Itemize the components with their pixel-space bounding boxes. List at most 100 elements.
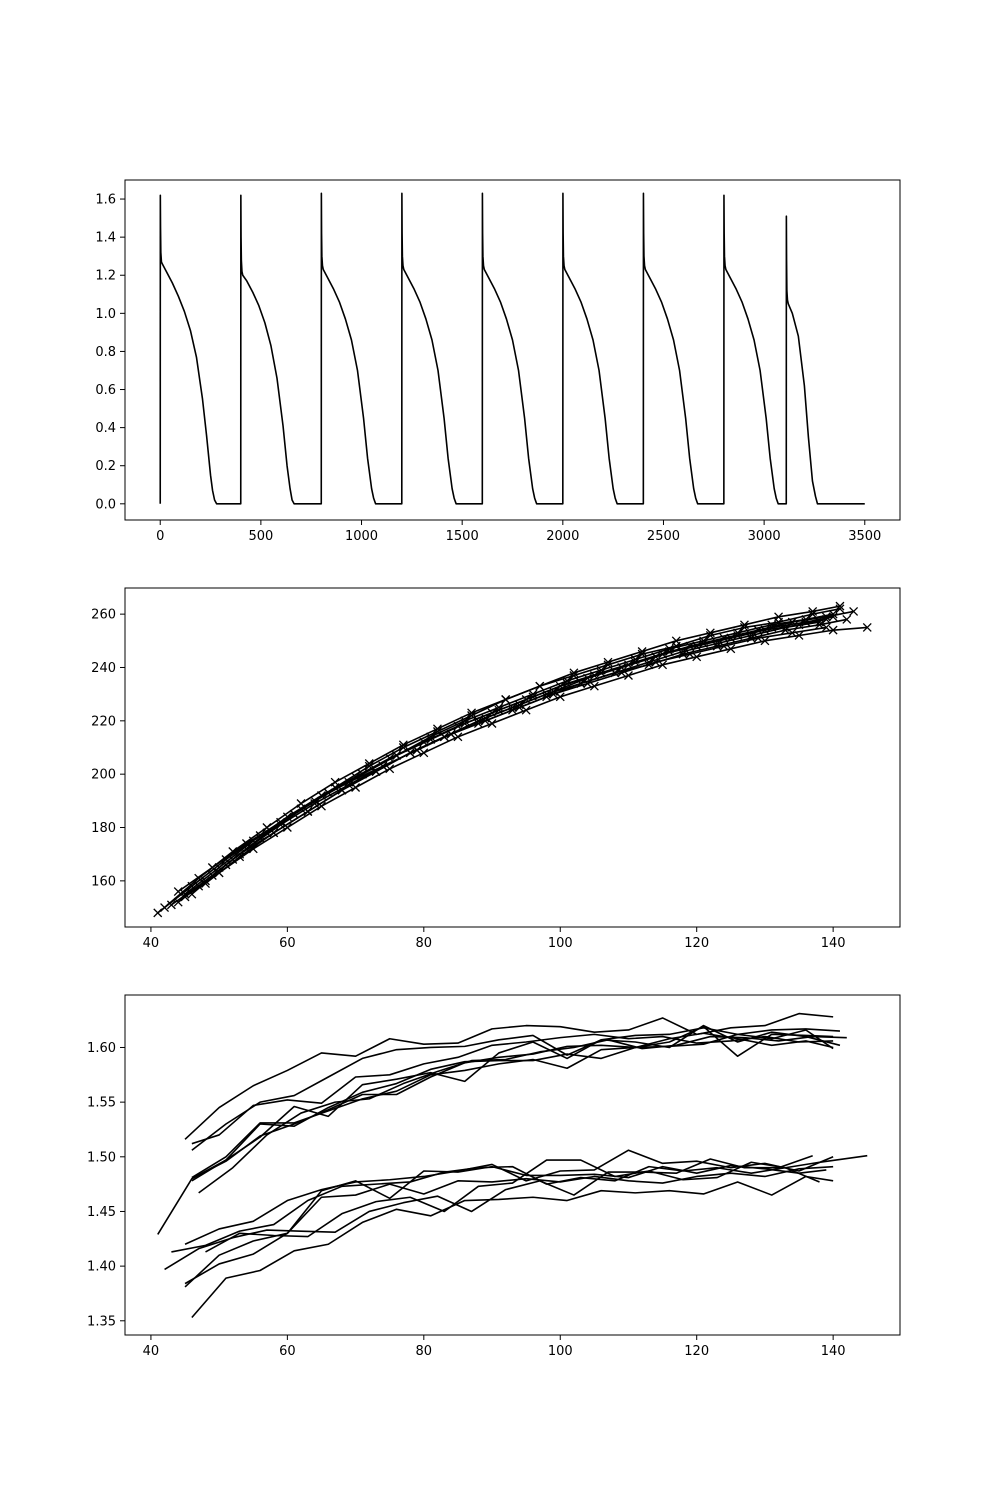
x-tick-label: 500 bbox=[248, 529, 273, 544]
data-point-marker bbox=[821, 615, 831, 624]
data-point-marker bbox=[753, 633, 763, 643]
x-tick-label: 140 bbox=[821, 1344, 846, 1359]
y-tick-label: 200 bbox=[91, 768, 116, 783]
x-tick-label: 80 bbox=[416, 936, 433, 951]
x-tick-label: 0 bbox=[156, 529, 164, 544]
data-point-marker bbox=[692, 641, 702, 651]
data-point-marker bbox=[637, 649, 647, 659]
y-tick-label: 220 bbox=[91, 714, 116, 729]
x-tick-label: 60 bbox=[279, 936, 296, 951]
data-point-marker bbox=[726, 644, 736, 654]
data-point-marker bbox=[535, 681, 545, 691]
series-line-15 bbox=[184, 1165, 834, 1288]
data-point-marker bbox=[180, 889, 190, 899]
y-tick-label: 1.4 bbox=[95, 231, 116, 246]
data-point-marker bbox=[473, 716, 483, 726]
series-line-3 bbox=[191, 1033, 834, 1145]
data-point-marker bbox=[685, 649, 695, 659]
series-line-1 bbox=[159, 192, 865, 505]
data-point-marker bbox=[337, 785, 347, 795]
data-point-marker bbox=[528, 689, 538, 699]
data-point-marker bbox=[624, 660, 633, 670]
data-point-marker bbox=[487, 719, 497, 728]
data-point-marker bbox=[364, 759, 374, 768]
data-point-marker bbox=[658, 660, 668, 670]
data-point-marker bbox=[153, 908, 163, 918]
x-tick-label: 1500 bbox=[446, 529, 479, 544]
plot-area bbox=[159, 192, 865, 505]
plot-area bbox=[157, 1012, 868, 1319]
data-point-marker bbox=[739, 623, 749, 632]
data-point-marker bbox=[849, 607, 859, 616]
x-tick-label: 100 bbox=[548, 1344, 573, 1359]
data-point-marker bbox=[514, 703, 524, 712]
data-point-marker bbox=[194, 881, 204, 891]
data-point-marker bbox=[658, 649, 668, 659]
data-point-marker bbox=[385, 753, 395, 763]
y-tick-label: 240 bbox=[91, 661, 116, 676]
data-point-marker bbox=[787, 628, 797, 638]
subplot-3: 40 60 80 100 120 140 1.35 1.40 1.45 1.50 1.55 1.60 bbox=[87, 994, 901, 1359]
series-line-7 bbox=[191, 1029, 834, 1182]
series-line-14 bbox=[191, 1175, 834, 1319]
data-point-marker bbox=[317, 801, 326, 811]
data-point-marker bbox=[719, 641, 729, 651]
data-point-marker bbox=[371, 767, 381, 776]
axes-frame bbox=[124, 994, 901, 1336]
y-tick-label: 1.60 bbox=[87, 1041, 116, 1056]
y-tick-label: 180 bbox=[91, 821, 116, 836]
y-tick-label: 1.2 bbox=[95, 269, 116, 284]
data-point-marker bbox=[589, 681, 599, 691]
data-point-marker bbox=[508, 703, 517, 712]
data-point-marker bbox=[521, 705, 531, 715]
y-tick-label: 260 bbox=[91, 608, 116, 623]
y-tick-label: 0.6 bbox=[95, 383, 116, 398]
data-point-marker bbox=[794, 620, 804, 630]
data-point-marker bbox=[351, 772, 361, 782]
y-tick-label: 1.45 bbox=[87, 1205, 116, 1220]
data-point-marker bbox=[835, 604, 845, 614]
data-point-marker bbox=[589, 671, 599, 680]
data-point-marker bbox=[842, 615, 852, 624]
y-tick-label: 0.0 bbox=[95, 497, 116, 512]
x-tick-label: 40 bbox=[143, 1344, 160, 1359]
y-tick-label: 1.35 bbox=[87, 1314, 116, 1329]
data-point-marker bbox=[555, 692, 565, 702]
subplot-1: 0 500 1000 1500 2000 2500 3000 3500 0.0 0.2 0.4 0.6… bbox=[95, 179, 901, 544]
data-point-marker bbox=[808, 609, 818, 619]
y-tick-label: 1.0 bbox=[95, 307, 116, 322]
data-point-marker bbox=[521, 695, 531, 704]
data-point-marker bbox=[173, 897, 183, 907]
data-point-marker bbox=[173, 887, 183, 896]
x-tick-label: 40 bbox=[143, 936, 160, 951]
data-point-marker bbox=[603, 660, 613, 670]
data-point-marker bbox=[453, 732, 463, 742]
data-point-marker bbox=[228, 855, 238, 864]
data-point-marker bbox=[705, 631, 715, 640]
data-point-marker bbox=[214, 863, 224, 872]
data-point-marker bbox=[180, 892, 190, 902]
axes-frame bbox=[124, 179, 901, 521]
series-line-1 bbox=[184, 1012, 834, 1140]
data-point-marker bbox=[282, 812, 292, 822]
x-tick-label: 1000 bbox=[345, 529, 378, 544]
y-tick-label: 0.4 bbox=[95, 421, 116, 436]
x-tick-label: 140 bbox=[821, 936, 846, 951]
data-point-marker bbox=[692, 652, 702, 662]
data-point-marker bbox=[542, 689, 552, 699]
y-tick-label: 1.6 bbox=[95, 193, 116, 208]
data-point-marker bbox=[303, 807, 313, 816]
x-tick-label: 100 bbox=[548, 936, 573, 951]
data-point-marker bbox=[241, 839, 251, 848]
y-tick-label: 160 bbox=[91, 874, 116, 889]
data-point-marker bbox=[453, 721, 463, 731]
data-point-marker bbox=[467, 708, 477, 718]
axes-frame bbox=[124, 587, 901, 928]
data-point-marker bbox=[317, 791, 326, 800]
data-point-marker bbox=[862, 623, 872, 632]
x-tick-label: 3000 bbox=[748, 529, 781, 544]
series-line-4 bbox=[191, 1024, 841, 1180]
data-point-marker bbox=[487, 708, 497, 718]
data-point-marker bbox=[248, 836, 258, 846]
